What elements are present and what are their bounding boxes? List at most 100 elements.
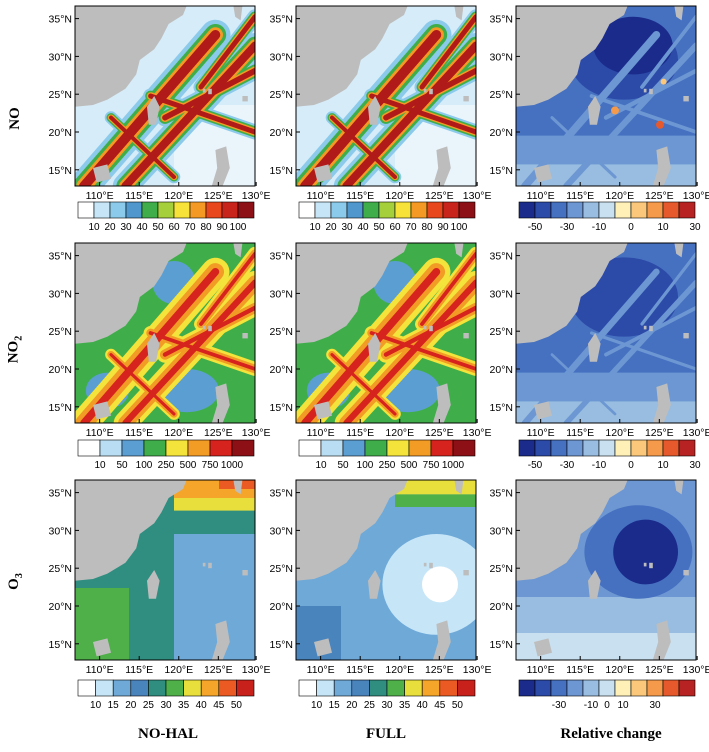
colorbar-tick-label: 30 (381, 700, 393, 711)
colorbar-swatch (109, 201, 127, 219)
colorbar-swatch (518, 679, 536, 697)
colorbar-swatch (598, 439, 616, 457)
colorbar-swatch (364, 439, 388, 457)
land-mask (649, 88, 653, 95)
lat-tick-label: 25°N (490, 563, 513, 575)
lon-tick-label: 125°E (425, 190, 454, 202)
colorbar-swatch (410, 201, 428, 219)
colorbar-tick-label: 750 (202, 460, 219, 471)
colorbar-swatch (77, 201, 95, 219)
land-mask (314, 164, 332, 183)
lat-tick-label: 30°N (490, 51, 513, 63)
lon-tick-label: 130°E (683, 664, 709, 676)
colorbar-no2-relative: -50-30-100103050 (518, 439, 701, 471)
lat-tick-label: 30°N (270, 288, 293, 300)
colorbar-swatch (614, 679, 632, 697)
land-mask (643, 562, 647, 567)
colorbar-swatch (614, 201, 632, 219)
colorbar-swatch (662, 439, 680, 457)
lat-tick-label: 25°N (49, 326, 72, 338)
colorbar-swatch (534, 679, 552, 697)
colorbar-tick-label: 60 (389, 222, 401, 233)
colorbar-swatch (439, 679, 458, 697)
land-mask (242, 333, 248, 339)
colorbar-swatch (320, 439, 344, 457)
land-mask (423, 88, 427, 93)
lat-tick-label: 30°N (270, 525, 293, 537)
lat-tick-label: 35°N (270, 251, 293, 263)
colorbar-tick-label: 20 (325, 222, 337, 233)
colorbar-swatch (95, 679, 114, 697)
land-mask (683, 96, 689, 102)
lat-tick-label: 15°N (270, 639, 293, 651)
colorbar-swatch (77, 439, 101, 457)
map-panel-1-0: 35°N 30°N 25°N 20°N 15°N 110°E 115°E 120°E 125°E… (49, 242, 271, 439)
land-mask (296, 480, 408, 581)
land-mask (211, 383, 230, 423)
colorbar-swatch (93, 201, 111, 219)
colorbar-swatch (378, 201, 396, 219)
colorbar-swatch (189, 201, 207, 219)
lat-tick-label: 35°N (49, 251, 72, 263)
land-mask (242, 96, 248, 102)
colorbar-swatch (351, 679, 370, 697)
land-mask (463, 570, 469, 576)
colorbar-swatch (77, 679, 96, 697)
land-mask (588, 96, 601, 125)
lon-tick-label: 130°E (463, 190, 492, 202)
colorbar-swatch (205, 201, 223, 219)
lon-tick-label: 125°E (204, 664, 233, 676)
land-mask (233, 6, 243, 21)
map-panel-2-2: 35°N 30°N 25°N 20°N 15°N 110°E 115°E 120°E 125°E… (490, 479, 709, 676)
lat-tick-label: 15°N (490, 402, 513, 414)
map-frame (74, 5, 256, 187)
lon-tick-label: 115°E (125, 190, 153, 202)
colorbar-swatch (187, 439, 211, 457)
land-mask (368, 96, 381, 125)
colorbar-swatch (442, 201, 460, 219)
land-mask (649, 325, 653, 332)
colorbar-swatch (550, 679, 568, 697)
colorbar-swatch (314, 201, 332, 219)
map-field (296, 243, 476, 423)
colorbar-o3-nohal: 10 15 20 25 30 35 40 45 50 (77, 679, 255, 711)
land-mask (368, 570, 381, 599)
lon-tick-label: 125°E (645, 664, 674, 676)
map-field (296, 480, 476, 660)
colorbar-swatch (183, 679, 202, 697)
land-mask (588, 333, 601, 362)
colorbar-swatch (678, 439, 696, 457)
land-mask (683, 333, 689, 339)
colorbar-swatch (408, 439, 432, 457)
land-mask (93, 401, 111, 420)
colorbar-tick-label: 80 (200, 222, 212, 233)
map-panel-1-2: 35°N 30°N 25°N 20°N 15°N 110°E 115°E 120°E 125°E… (490, 242, 709, 439)
colorbar-swatch (534, 201, 552, 219)
lon-tick-label: 125°E (645, 427, 674, 439)
lon-tick-label: 115°E (566, 664, 594, 676)
colorbar-swatch (386, 679, 405, 697)
colorbar-no-relative: -50-30-100103050 (518, 201, 701, 233)
colorbar-tick-label: 80 (421, 222, 433, 233)
colorbar-tick-label: 30 (689, 460, 701, 471)
map-frame (515, 479, 697, 661)
colorbar-tick-label: 50 (373, 222, 385, 233)
colorbar-tick-label: 20 (346, 700, 358, 711)
colorbar-swatch (582, 439, 600, 457)
map-field (516, 480, 696, 660)
colorbar-tick-label: 10 (311, 700, 323, 711)
land-mask (202, 562, 206, 567)
colorbar-tick-label: 50 (337, 460, 349, 471)
lon-tick-label: 130°E (463, 427, 492, 439)
colorbar-swatch (598, 679, 616, 697)
lat-tick-label: 15°N (490, 165, 513, 177)
land-mask (643, 88, 647, 93)
lon-tick-label: 120°E (385, 427, 414, 439)
lat-tick-label: 25°N (270, 89, 293, 101)
column-label-no-hal: NO-HAL (138, 726, 198, 742)
colorbar-swatch (218, 679, 237, 697)
colorbar-tick-label: 15 (329, 700, 341, 711)
colorbar-swatch (566, 439, 584, 457)
colorbar-tick-label: 50 (152, 222, 164, 233)
colorbar-swatch (121, 439, 145, 457)
